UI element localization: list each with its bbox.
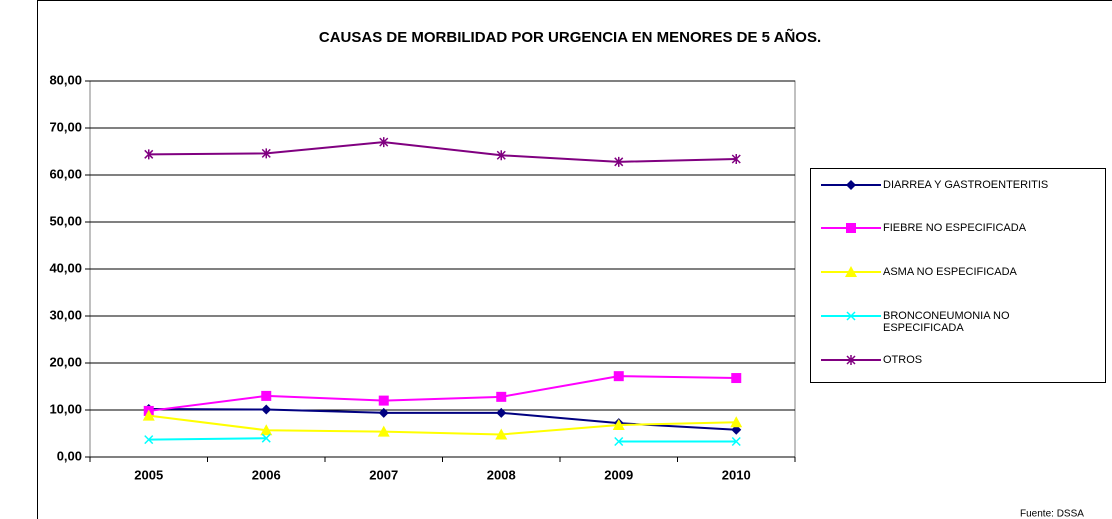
marker bbox=[731, 373, 742, 384]
chart-frame bbox=[37, 0, 1112, 519]
y-tick-label: 30,00 bbox=[49, 307, 82, 322]
marker bbox=[377, 425, 390, 437]
y-tick-label: 10,00 bbox=[49, 401, 82, 416]
x-tick-label: 2008 bbox=[487, 467, 516, 482]
legend-symbol bbox=[821, 180, 881, 190]
y-tick-label: 50,00 bbox=[49, 213, 82, 228]
y-tick-label: 70,00 bbox=[49, 119, 82, 134]
series-line bbox=[148, 141, 737, 163]
marker bbox=[731, 424, 742, 435]
legend-symbol bbox=[821, 355, 881, 365]
marker bbox=[846, 180, 856, 190]
marker bbox=[142, 409, 155, 421]
marker bbox=[496, 391, 507, 402]
series-line bbox=[148, 437, 737, 443]
marker bbox=[378, 395, 389, 406]
x-tick-label: 2006 bbox=[252, 467, 281, 482]
legend-symbol bbox=[821, 311, 881, 321]
marker bbox=[496, 407, 507, 418]
legend-symbol bbox=[821, 223, 881, 233]
legend-label: FIEBRE NO ESPECIFICADA bbox=[883, 222, 1027, 234]
marker bbox=[614, 156, 624, 167]
marker bbox=[144, 149, 154, 160]
chart-title: CAUSAS DE MORBILIDAD POR URGENCIA EN MEN… bbox=[319, 28, 821, 46]
x-tick-label: 2009 bbox=[604, 467, 633, 482]
y-tick-label: 0,00 bbox=[57, 448, 82, 463]
marker bbox=[730, 416, 743, 428]
legend-label: DIARREA Y GASTROENTERITIS bbox=[883, 179, 1049, 191]
marker bbox=[845, 266, 857, 277]
y-tick-label: 40,00 bbox=[49, 260, 82, 275]
marker bbox=[496, 150, 506, 161]
legend-label: ASMA NO ESPECIFICADA bbox=[883, 266, 1017, 278]
marker bbox=[846, 223, 856, 233]
marker bbox=[261, 148, 271, 159]
series-line bbox=[148, 414, 737, 436]
legend-label: BRONCONEUMONIA NO ESPECIFICADA bbox=[883, 310, 1010, 334]
marker bbox=[261, 404, 272, 415]
x-tick-label: 2007 bbox=[369, 467, 398, 482]
marker bbox=[731, 154, 741, 165]
legend-symbol bbox=[821, 266, 881, 277]
x-tick-label: 2010 bbox=[722, 467, 751, 482]
marker bbox=[614, 436, 624, 447]
marker bbox=[261, 433, 271, 443]
legend: DIARREA Y GASTROENTERITIS FIEBRE NO ESPEC… bbox=[810, 168, 1106, 383]
marker bbox=[613, 371, 624, 382]
y-tick-label: 80,00 bbox=[49, 72, 82, 87]
marker bbox=[261, 390, 272, 401]
marker bbox=[846, 311, 856, 321]
marker bbox=[144, 435, 154, 445]
marker bbox=[378, 407, 389, 418]
y-tick-label: 60,00 bbox=[49, 166, 82, 181]
source-note: Fuente: DSSA bbox=[1020, 509, 1084, 519]
legend-label: OTROS bbox=[883, 354, 923, 366]
series-line bbox=[148, 375, 737, 412]
marker bbox=[731, 436, 741, 447]
marker bbox=[260, 424, 273, 436]
marker bbox=[379, 137, 389, 148]
marker bbox=[846, 355, 856, 365]
y-tick-label: 20,00 bbox=[49, 354, 82, 369]
marker bbox=[495, 428, 508, 440]
x-tick-label: 2005 bbox=[134, 467, 163, 482]
marker bbox=[612, 419, 625, 431]
